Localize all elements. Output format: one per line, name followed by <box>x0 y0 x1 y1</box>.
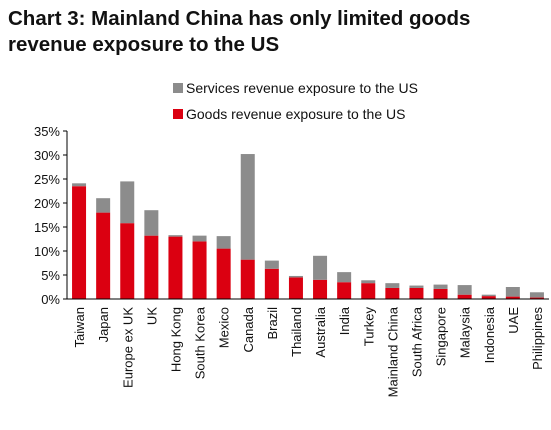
bar-goods <box>192 241 207 299</box>
bar-goods <box>313 279 328 299</box>
y-tick-label: 30% <box>34 148 60 163</box>
y-tick-label: 25% <box>34 172 60 187</box>
x-tick-label: South Korea <box>193 306 208 379</box>
bar-services <box>457 285 472 295</box>
y-tick-label: 0% <box>41 292 60 307</box>
chart-title: Chart 3: Mainland China has only limited… <box>8 6 548 58</box>
x-tick-label: UAE <box>506 307 521 334</box>
bar-goods <box>409 287 424 299</box>
bar-services <box>144 210 159 236</box>
x-tick-label: UK <box>144 307 159 325</box>
bar-services <box>168 235 183 237</box>
x-tick-label: Turkey <box>361 307 376 347</box>
bar-services <box>337 272 352 283</box>
bar-goods <box>481 296 496 299</box>
bar-services <box>72 183 87 187</box>
bar-goods <box>96 212 111 299</box>
bar-goods <box>264 268 279 299</box>
bar-services <box>216 236 231 249</box>
x-tick-label: Japan <box>96 307 111 342</box>
x-tick-label: Philippines <box>530 307 545 370</box>
bar-goods <box>529 297 544 299</box>
bar-goods <box>505 296 520 299</box>
x-tick-label: Australia <box>313 306 328 357</box>
x-tick-label: Europe ex UK <box>120 307 135 388</box>
bar-goods <box>216 248 231 299</box>
bar-goods <box>337 282 352 299</box>
bar-services <box>240 154 255 260</box>
y-axis: 0% 5% 10% 15% 20% 25% 30% 35% <box>34 124 68 307</box>
bar-goods <box>144 235 159 299</box>
legend-label-goods: Goods revenue exposure to the US <box>186 106 405 122</box>
x-tick-label: Singapore <box>434 307 449 366</box>
x-tick-label: Indonesia <box>482 306 497 363</box>
legend-swatch-goods <box>173 109 183 119</box>
x-tick-label: Brazil <box>265 307 280 340</box>
bar-goods <box>72 186 87 299</box>
chart-title-line-1: Chart 3: Mainland China has only limited… <box>8 7 471 30</box>
y-tick-label: 10% <box>34 244 60 259</box>
x-tick-label: Hong Kong <box>168 307 183 372</box>
y-tick-label: 15% <box>34 220 60 235</box>
x-tick-label: India <box>337 306 352 335</box>
bar-services <box>409 285 424 288</box>
bar-goods <box>385 287 400 299</box>
x-tick-label: Taiwan <box>72 307 87 347</box>
bar-services <box>120 181 135 224</box>
x-tick-label: Mainland China <box>385 306 400 397</box>
bar-goods <box>288 277 303 299</box>
legend: Services revenue exposure to the US Goods… <box>173 80 418 122</box>
bar-services <box>529 292 544 298</box>
legend-label-services: Services revenue exposure to the US <box>186 80 418 96</box>
bar-services <box>361 280 376 284</box>
bar-services <box>192 235 207 242</box>
bar-goods <box>240 259 255 299</box>
bar-goods <box>361 283 376 299</box>
bar-services <box>288 275 303 278</box>
x-axis: Taiwan Japan Europe ex UK UK Hong Kong South … <box>67 298 549 397</box>
x-tick-label: Canada <box>241 306 256 352</box>
x-tick-label: Malaysia <box>458 306 473 358</box>
bar-services <box>264 260 279 269</box>
y-tick-label: 5% <box>41 268 60 283</box>
chart-title-line-2: revenue exposure to the US <box>8 33 280 56</box>
y-tick-label: 20% <box>34 196 60 211</box>
bar-services <box>505 287 520 297</box>
bars <box>72 154 544 299</box>
bar-services <box>385 283 400 288</box>
bar-goods <box>168 236 183 299</box>
bar-services <box>96 198 111 213</box>
bar-goods <box>120 223 135 299</box>
y-tick-label: 35% <box>34 124 60 139</box>
bar-services <box>433 284 448 289</box>
x-tick-label: Mexico <box>217 307 232 348</box>
bar-goods <box>457 294 472 299</box>
bar-services <box>313 255 328 280</box>
x-tick-label: South Africa <box>409 306 424 377</box>
bar-goods <box>433 288 448 299</box>
bar-services <box>481 294 496 297</box>
legend-swatch-services <box>173 83 183 93</box>
x-tick-label: Thailand <box>289 307 304 357</box>
